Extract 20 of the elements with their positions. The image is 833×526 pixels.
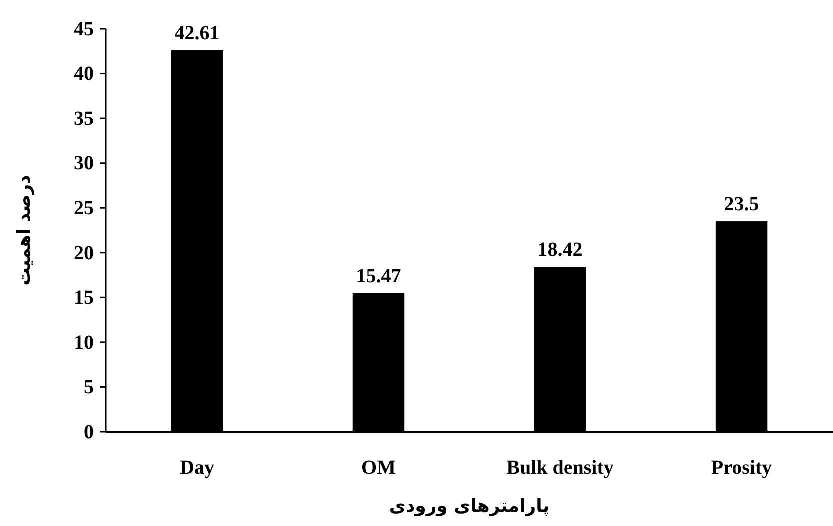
y-tick-label: 35 bbox=[74, 108, 94, 130]
y-tick-label: 10 bbox=[74, 332, 94, 354]
y-tick-label: 20 bbox=[74, 242, 94, 264]
x-axis-title: پارامترهای ورودی bbox=[389, 496, 550, 517]
data-label: 42.61 bbox=[174, 22, 220, 44]
y-tick-label: 30 bbox=[74, 152, 94, 175]
y-tick-label: 15 bbox=[74, 287, 94, 310]
y-tick-label: 25 bbox=[74, 198, 94, 220]
y-tick-label: 5 bbox=[84, 376, 94, 399]
y-axis-title: درصد اهمیت bbox=[14, 175, 35, 286]
data-label: 18.42 bbox=[538, 239, 583, 262]
data-label: 23.5 bbox=[724, 194, 760, 216]
x-tick-label: Bulk density bbox=[506, 457, 614, 480]
y-tick-label: 40 bbox=[74, 63, 94, 86]
x-tick-label: OM bbox=[362, 457, 396, 480]
y-tick-label: 0 bbox=[84, 421, 94, 444]
x-tick-label: Day bbox=[180, 457, 214, 480]
data-label: 15.47 bbox=[356, 265, 402, 288]
y-tick-label: 45 bbox=[74, 18, 94, 40]
x-tick-label: Prosity bbox=[711, 457, 772, 480]
